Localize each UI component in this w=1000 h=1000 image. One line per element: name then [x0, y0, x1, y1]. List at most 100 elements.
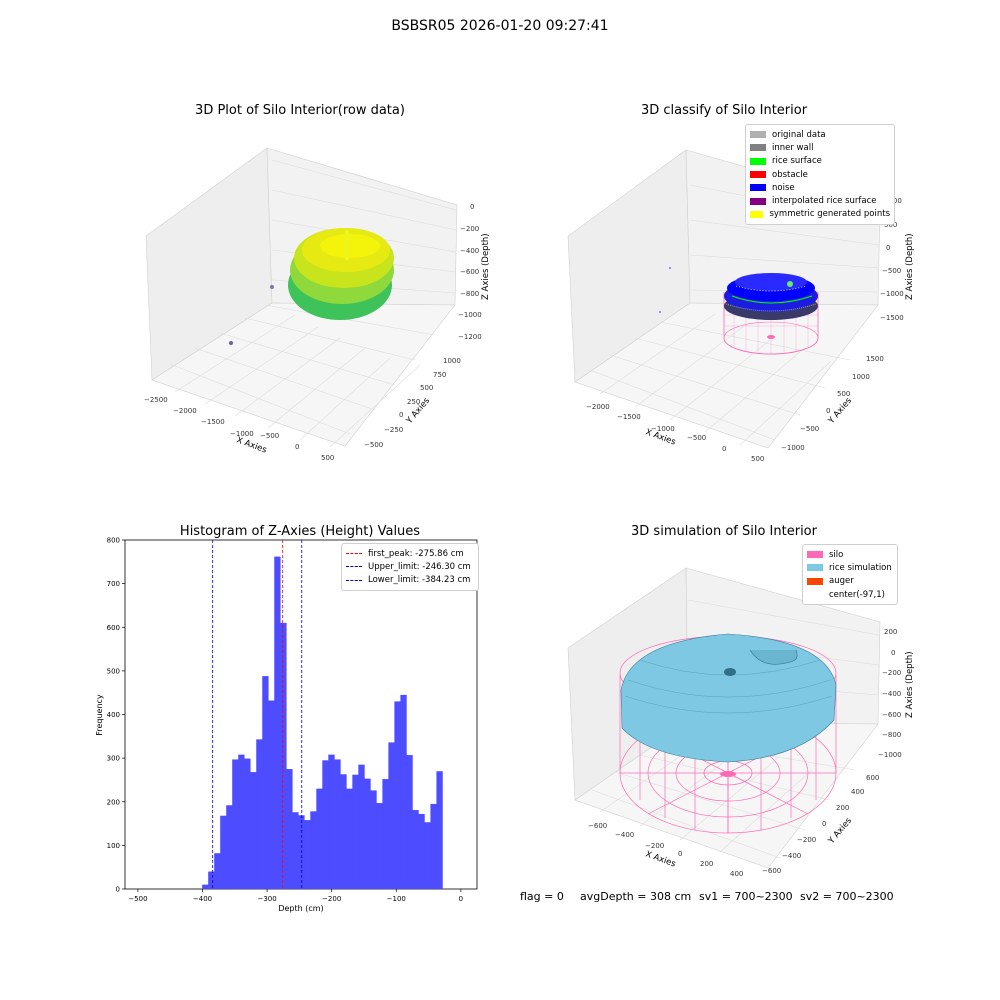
- legend-label: noise: [772, 182, 795, 193]
- histogram-bar: [268, 700, 275, 889]
- plot2-ytick: 1000: [852, 373, 870, 381]
- histogram-bar: [304, 820, 311, 889]
- legend-label: original data: [772, 129, 826, 140]
- plot2-ztick: −1000: [880, 290, 904, 298]
- legend-label: first_peak: -275.86 cm: [368, 548, 464, 559]
- legend-item: inner wall: [750, 141, 890, 154]
- legend-label: silo: [829, 549, 844, 560]
- plot1-ztick: 0: [470, 203, 474, 211]
- histogram-bar: [364, 778, 371, 889]
- plot1-ztick: −400: [460, 247, 479, 255]
- histogram-xtick-label: −500: [128, 895, 147, 903]
- plot1-ztick: −1200: [458, 333, 482, 341]
- plot1-ytick: 0: [399, 411, 403, 419]
- plot1-axes3d: X Axies Y Axies Z Axies (Depth) −2500 −2…: [144, 147, 491, 462]
- histogram-bar: [292, 812, 299, 889]
- histogram-bar: [208, 871, 215, 889]
- legend-label: Upper_limit: -246.30 cm: [368, 561, 471, 572]
- plot4-ytick: −200: [797, 836, 816, 844]
- legend-label: auger: [829, 576, 854, 587]
- histogram-bar: [244, 758, 251, 889]
- figure-title: BSBSR05 2026-01-20 09:27:41: [391, 18, 609, 34]
- legend-item: silo: [807, 548, 893, 561]
- legend-swatch: [750, 171, 766, 179]
- plot1-xtick: 500: [321, 454, 334, 462]
- histogram-ytick-label: 400: [107, 711, 120, 719]
- plot4-ytick: −600: [762, 867, 781, 875]
- histogram-bar: [274, 556, 281, 889]
- histogram-ylabel: Frequency: [95, 694, 104, 736]
- plot4-ztick: 0: [891, 649, 895, 657]
- legend-line: [346, 579, 362, 581]
- histogram-bar: [418, 813, 425, 889]
- histogram-bar: [412, 810, 419, 889]
- legend-line: [346, 553, 362, 555]
- legend-label: center(-97,1): [829, 589, 885, 600]
- histogram-bar: [262, 676, 269, 889]
- plot4-rice-surface: [620, 633, 837, 777]
- legend-item: rice simulation: [807, 561, 893, 574]
- histogram-bar: [430, 803, 437, 889]
- histogram-bar: [280, 622, 287, 889]
- plot4-ztick: −600: [882, 711, 901, 719]
- plot2-ytick: 1500: [866, 355, 884, 363]
- plot4-axes3d: X Axies Y Axies Z Axies (Depth) −600 −40…: [567, 567, 915, 878]
- histogram-ytick-label: 300: [107, 755, 120, 763]
- plot4-ytick: 0: [822, 820, 826, 828]
- plot1-ztick: −1000: [458, 311, 482, 319]
- plot4-zlabel: Z Axies (Depth): [905, 651, 915, 718]
- legend-item: symmetric generated points: [750, 208, 890, 221]
- legend-label: obstacle: [772, 169, 808, 180]
- legend-swatch: [750, 184, 766, 192]
- plot4-xtick: 200: [700, 860, 713, 868]
- plot2-xtick: −1500: [617, 413, 641, 421]
- legend-line: [346, 566, 362, 568]
- histogram-xtick-label: −200: [322, 895, 341, 903]
- histogram-bar: [328, 754, 335, 889]
- histogram-ytick-label: 800: [107, 537, 120, 545]
- legend-label: Lower_limit: -384.23 cm: [368, 575, 471, 586]
- histogram-chart: −500 −400 −300 −200 −100 0 0 100 200 300 400 500 60…: [95, 537, 478, 913]
- plot1-ytick: 250: [407, 398, 420, 406]
- plot4-ytick: 400: [851, 788, 864, 796]
- histogram-xlabel: Depth (cm): [278, 904, 323, 913]
- legend-item: auger: [807, 575, 893, 588]
- legend-label: inner wall: [772, 142, 814, 153]
- legend-label: interpolated rice surface: [772, 196, 877, 207]
- plot2-title: 3D classify of Silo Interior: [640, 103, 808, 118]
- plot2-ytick: 500: [837, 390, 850, 398]
- plot4-ylabel: Y Axies: [826, 816, 854, 847]
- legend-item: original data: [750, 128, 890, 141]
- plot4-title: 3D simulation of Silo Interior: [631, 524, 817, 539]
- legend-swatch: [750, 210, 764, 218]
- legend-label: rice surface: [772, 156, 822, 167]
- footer-sv1: sv1 = 700~2300: [699, 890, 793, 903]
- histogram-bar: [256, 739, 263, 889]
- plot4-ztick: −200: [882, 669, 901, 677]
- histogram-bar: [370, 790, 377, 889]
- plot1-zlabel: Z Axies (Depth): [481, 233, 491, 300]
- histogram-bar: [376, 803, 383, 889]
- histogram-bar: [388, 742, 395, 889]
- histogram-bar: [400, 694, 407, 889]
- histogram-bar: [352, 774, 359, 889]
- histogram-bar: [346, 788, 353, 889]
- histogram-xtick-label: −400: [193, 895, 212, 903]
- legend-label: rice simulation: [829, 562, 892, 573]
- plot2-xtick: −500: [687, 434, 706, 442]
- histogram-ytick-label: 600: [107, 624, 120, 632]
- legend-item: first_peak: -275.86 cm: [346, 547, 474, 560]
- plot1-ytick: 750: [433, 371, 446, 379]
- histogram-bar: [334, 759, 341, 889]
- histogram-bar: [322, 760, 329, 889]
- plot2-zlabel: Z Axies (Depth): [905, 233, 915, 300]
- legend-item: rice surface: [750, 155, 890, 168]
- footer-sv2: sv2 = 700~2300: [800, 890, 894, 903]
- histogram-bar: [358, 764, 365, 889]
- plot2-ytick: −500: [800, 425, 819, 433]
- plot2-xtick: 500: [751, 455, 764, 463]
- histogram-legend: first_peak: -275.86 cm Upper_limit: -246…: [341, 543, 479, 591]
- plot4-xtick: −400: [615, 831, 634, 839]
- plot4-xtick: −600: [588, 822, 607, 830]
- plot2-ztick: 0: [886, 244, 890, 252]
